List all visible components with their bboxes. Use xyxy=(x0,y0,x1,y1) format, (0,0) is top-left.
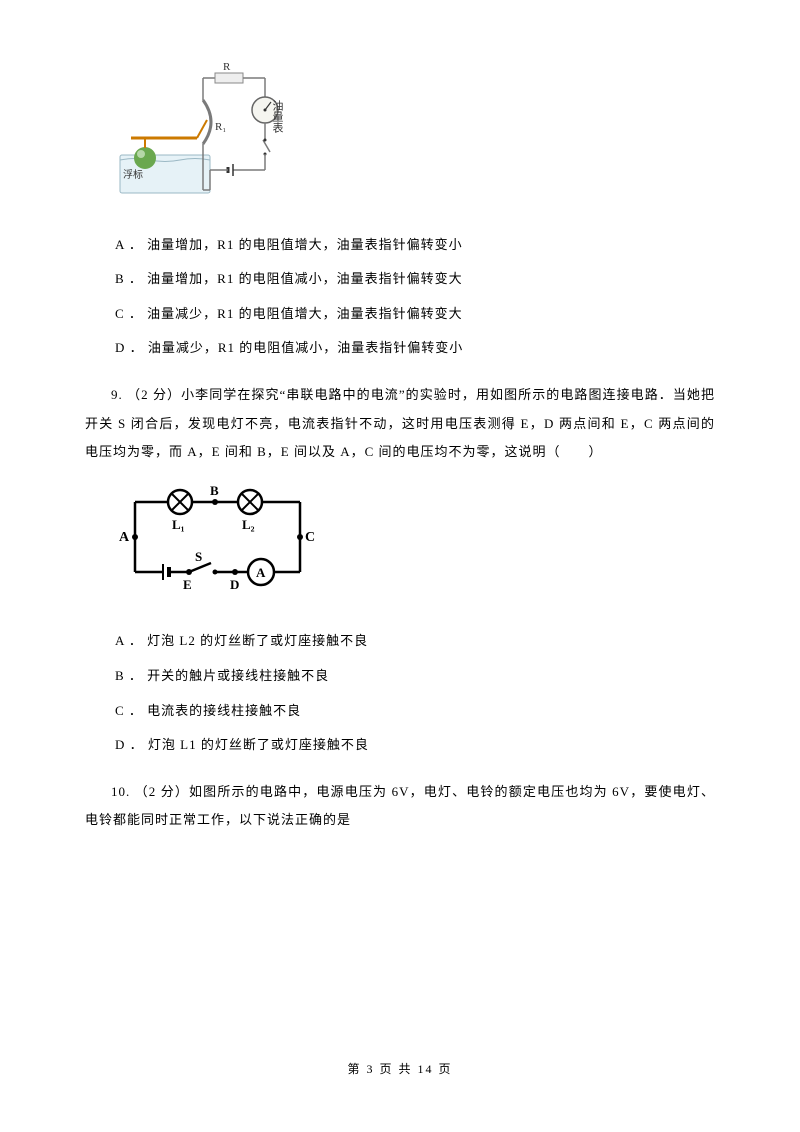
label-b: B xyxy=(210,483,219,498)
r1-label: R₁ xyxy=(215,121,226,133)
float-label: 浮标 xyxy=(123,169,143,181)
page-footer: 第 3 页 共 14 页 xyxy=(0,1056,800,1082)
q8-option-d: D ． 油量减少，R1 的电阻值减小，油量表指针偏转变小 xyxy=(115,334,715,363)
q9-option-c: C ． 电流表的接线柱接触不良 xyxy=(115,697,715,726)
ammeter-label: A xyxy=(256,565,266,580)
q9-stem: 9. （2 分）小李同学在探究“串联电路中的电流”的实验时，用如图所示的电路图连… xyxy=(85,381,715,467)
q9-option-d: D ． 灯泡 L1 的灯丝断了或灯座接触不良 xyxy=(115,731,715,760)
label-l1: L₁ xyxy=(172,517,185,532)
q10-stem: 10. （2 分）如图所示的电路中，电源电压为 6V，电灯、电铃的额定电压也均为… xyxy=(85,778,715,835)
label-c: C xyxy=(305,530,315,545)
q8-option-b: B ． 油量增加，R1 的电阻值减小，油量表指针偏转变大 xyxy=(115,265,715,294)
label-a: A xyxy=(119,530,130,545)
label-s: S xyxy=(195,549,202,564)
q9-option-a: A ． 灯泡 L2 的灯丝断了或灯座接触不良 xyxy=(115,627,715,656)
oil-gauge-diagram: 浮标 R₁ R 油量表 xyxy=(115,60,295,200)
label-e: E xyxy=(183,577,192,592)
gauge-label: 油量表 xyxy=(271,99,284,134)
r-label: R xyxy=(223,61,231,73)
label-d: D xyxy=(230,577,239,592)
label-l2: L₂ xyxy=(242,517,255,532)
q8-option-c: C ． 油量减少，R1 的电阻值增大，油量表指针偏转变大 xyxy=(115,300,715,329)
q8-figure: 浮标 R₁ R 油量表 xyxy=(115,60,715,211)
q8-option-a: A ． 油量增加，R1 的电阻值增大，油量表指针偏转变小 xyxy=(115,231,715,260)
q9-option-b: B ． 开关的触片或接线柱接触不良 xyxy=(115,662,715,691)
q9-figure: S A L₁ L₂ B A C E D xyxy=(115,477,715,608)
series-circuit-diagram: S A L₁ L₂ B A C E D xyxy=(115,477,315,597)
